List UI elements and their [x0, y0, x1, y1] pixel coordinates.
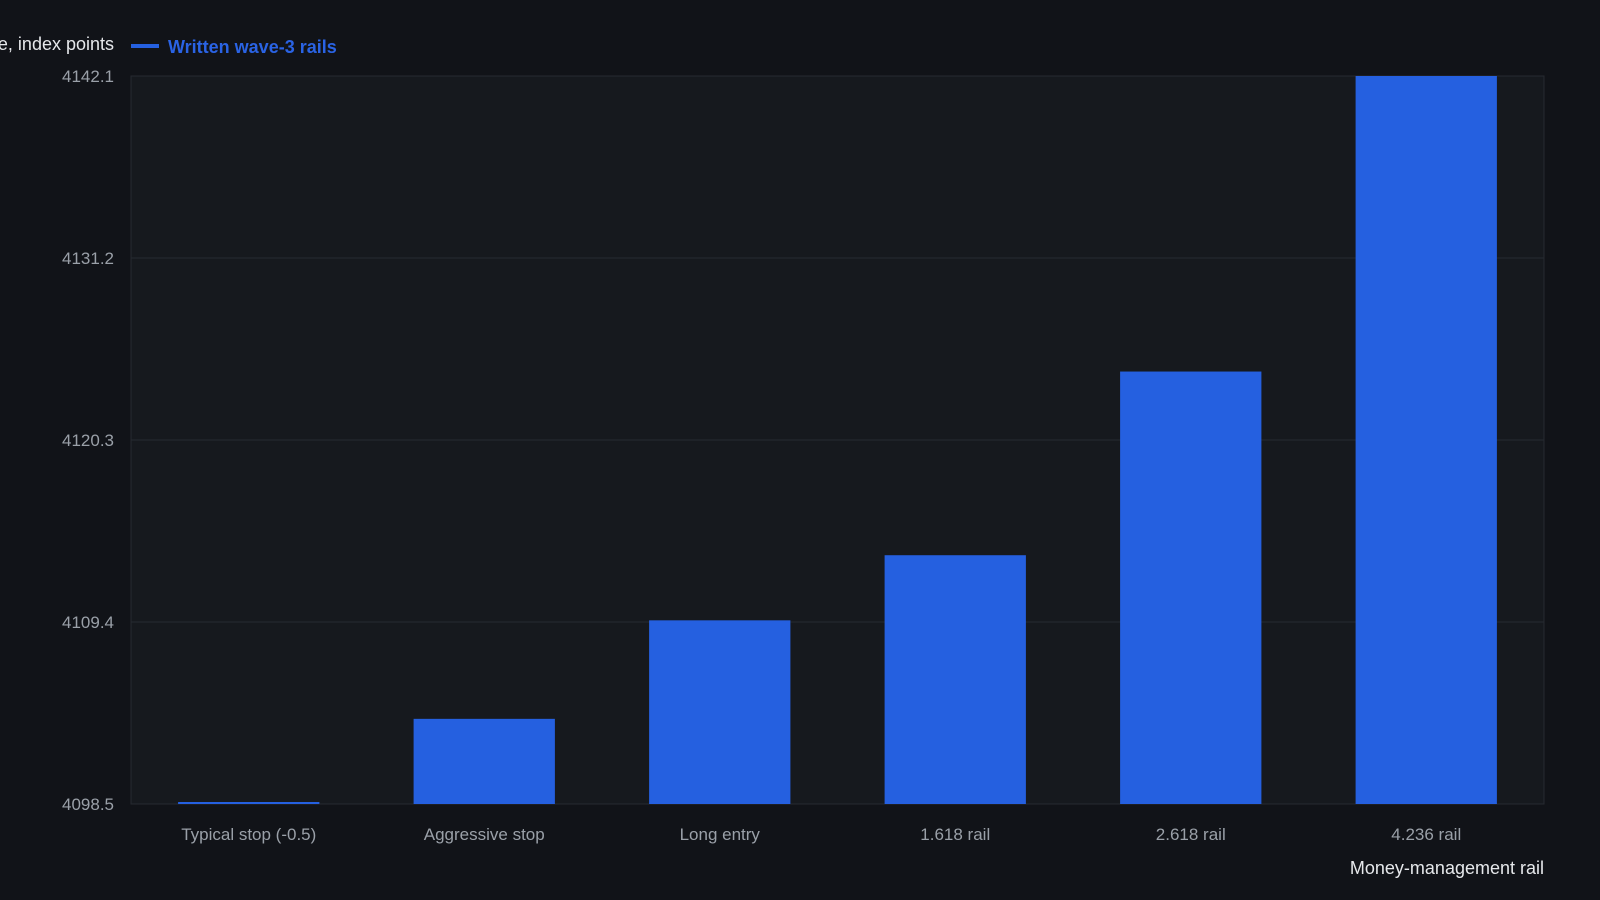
y-tick-label: 4109.4 — [62, 613, 114, 632]
bars — [178, 76, 1497, 804]
bar — [1120, 371, 1262, 804]
legend-label: Written wave-3 rails — [168, 37, 337, 57]
x-tick-label: 2.618 rail — [1156, 825, 1226, 844]
bar — [178, 802, 320, 804]
x-axis-title: Money-management rail — [1350, 858, 1544, 878]
bar — [1355, 76, 1497, 804]
y-tick-label: 4131.2 — [62, 249, 114, 268]
y-tick-label: 4120.3 — [62, 431, 114, 450]
x-axis-ticks: Typical stop (-0.5) Aggressive stop Long e… — [181, 825, 1461, 844]
y-axis-title: Price, index points — [0, 34, 114, 54]
grid-lines — [131, 75, 1544, 805]
x-tick-label: Long entry — [680, 825, 761, 844]
bar — [413, 718, 555, 804]
y-axis-ticks: 4098.5 4109.4 4120.3 4131.2 4142.1 — [62, 67, 114, 814]
x-tick-label: 1.618 rail — [920, 825, 990, 844]
bar — [884, 555, 1026, 804]
x-tick-label: Aggressive stop — [424, 825, 545, 844]
x-tick-label: 4.236 rail — [1391, 825, 1461, 844]
legend: Written wave-3 rails — [131, 37, 337, 57]
bar — [649, 620, 791, 804]
y-tick-label: 4098.5 — [62, 795, 114, 814]
y-tick-label: 4142.1 — [62, 67, 114, 86]
x-tick-label: Typical stop (-0.5) — [181, 825, 316, 844]
